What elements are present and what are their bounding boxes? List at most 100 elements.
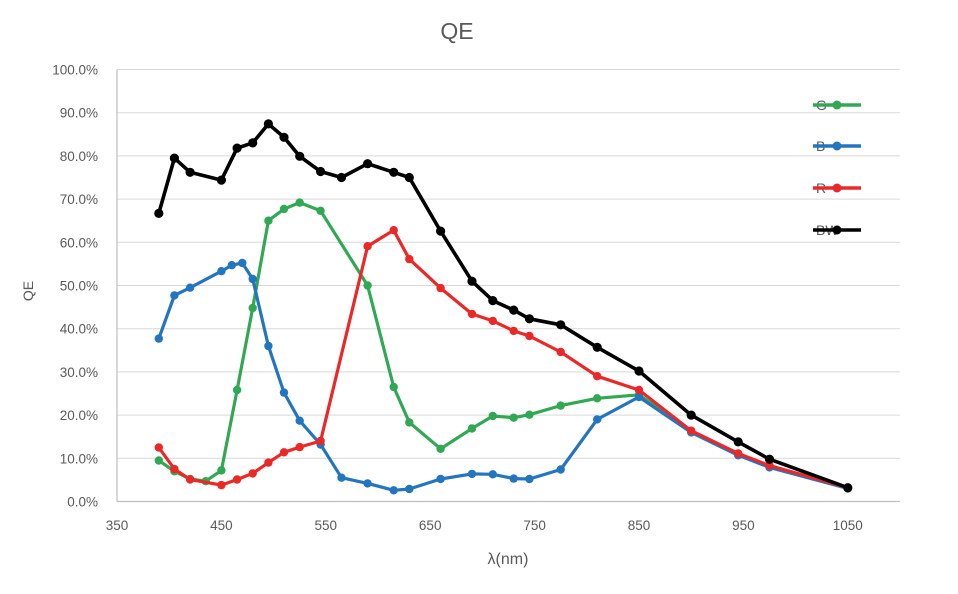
series-marker-R: [232, 475, 242, 484]
x-tick-label: 750: [523, 518, 546, 533]
series-marker-R: [185, 475, 195, 484]
series-marker-G: [363, 281, 372, 290]
series-marker-R: [765, 461, 774, 470]
chart-title: QE: [440, 18, 474, 44]
series-marker-R: [170, 464, 179, 474]
series-marker-R: [509, 326, 518, 336]
series-marker-R: [316, 436, 325, 446]
series-marker-BW: [592, 342, 602, 352]
series-marker-BW: [389, 167, 399, 177]
series-marker-B: [264, 341, 273, 351]
series-marker-G: [488, 411, 497, 421]
series-marker-BW: [467, 276, 477, 286]
x-tick-label: 950: [732, 518, 755, 533]
series-marker-BW: [524, 314, 535, 324]
series-marker-G: [279, 204, 289, 214]
y-tick-label: 80.0%: [60, 149, 98, 164]
y-tick-label: 10.0%: [60, 451, 98, 466]
y-tick-label: 20.0%: [60, 408, 98, 423]
series-marker-BW: [509, 305, 519, 315]
gridlines: [117, 69, 900, 502]
series-marker-R: [593, 372, 602, 381]
legend-marker-BW-icon: [813, 225, 861, 235]
series-marker-R: [279, 448, 289, 457]
legend-item-R[interactable]: R: [813, 179, 861, 197]
x-tick-labels: 350 450 550 650 750 850 950 1050: [106, 518, 863, 533]
series-marker-BW: [279, 132, 289, 142]
series-marker-G: [316, 206, 325, 215]
series-BW: [154, 119, 853, 493]
series-marker-R: [556, 347, 565, 357]
y-tick-label: 90.0%: [60, 106, 98, 121]
series-marker-BW: [764, 454, 775, 464]
series-marker-G: [389, 382, 398, 392]
series-marker-BW: [634, 366, 644, 376]
series-marker-R: [363, 242, 372, 251]
series-marker-B: [634, 392, 644, 402]
series-marker-BW: [232, 143, 242, 153]
series-marker-BW: [295, 151, 305, 161]
series-marker-G: [509, 413, 518, 422]
series-marker-B: [248, 274, 257, 284]
x-axis-title: λ(nm): [487, 551, 529, 568]
series-marker-R: [217, 480, 226, 490]
series-marker-G: [248, 303, 257, 313]
series-B: [154, 258, 852, 495]
series-marker-G: [593, 394, 602, 403]
series-marker-B: [238, 258, 247, 268]
series-marker-B: [389, 486, 398, 495]
series-marker-B: [593, 415, 602, 424]
series-marker-G: [405, 418, 414, 427]
series-marker-R: [634, 385, 644, 395]
series-marker-R: [389, 226, 398, 235]
series-marker-B: [217, 267, 226, 276]
series-marker-BW: [363, 159, 373, 169]
series-marker-R: [264, 458, 273, 467]
series-marker-R: [734, 449, 743, 458]
series-marker-BW: [154, 208, 164, 218]
series-marker-B: [170, 291, 179, 300]
series-marker-B: [488, 470, 497, 479]
series-marker-BW: [169, 153, 179, 163]
legend-item-B[interactable]: B: [813, 137, 861, 155]
legend-marker-G-icon: [813, 100, 861, 110]
series-R: [154, 226, 852, 492]
legend-item-G[interactable]: G: [813, 96, 861, 114]
y-tick-label: 50.0%: [60, 279, 98, 294]
legend-item-BW[interactable]: BW: [813, 221, 861, 239]
series-marker-BW: [336, 172, 347, 183]
series-marker-B: [436, 474, 445, 484]
series-marker-R: [687, 426, 696, 435]
y-tick-label: 40.0%: [60, 322, 98, 337]
series-marker-B: [405, 484, 414, 494]
y-tick-label: 100.0%: [52, 63, 98, 78]
series-marker-G: [525, 410, 534, 419]
series-marker-BW: [263, 119, 273, 129]
series-marker-B: [363, 479, 372, 488]
series-marker-B: [509, 474, 518, 483]
series-marker-G: [295, 198, 304, 207]
series-marker-BW: [316, 166, 326, 177]
series-marker-BW: [686, 410, 696, 420]
series-marker-G: [436, 444, 445, 453]
series-marker-B: [556, 465, 565, 474]
series-line-BW: [157, 122, 850, 490]
series-marker-G: [264, 216, 273, 225]
series-line-G: [157, 201, 850, 490]
legend-marker-R-icon: [813, 183, 861, 193]
series-marker-BW: [556, 320, 566, 330]
y-tick-label: 30.0%: [60, 365, 98, 380]
y-tick-label: 70.0%: [60, 192, 98, 207]
x-tick-label: 350: [106, 518, 129, 533]
x-tick-label: 850: [628, 518, 651, 533]
series-marker-R: [488, 316, 497, 326]
series-marker-B: [185, 283, 195, 292]
series-marker-G: [154, 456, 163, 465]
series-marker-B: [525, 474, 534, 484]
x-tick-label: 450: [210, 518, 233, 533]
series-marker-B: [467, 469, 477, 479]
series-marker-BW: [843, 483, 853, 493]
series-marker-B: [337, 473, 346, 482]
x-tick-label: 1050: [833, 518, 863, 533]
y-tick-label: 0.0%: [67, 495, 98, 510]
